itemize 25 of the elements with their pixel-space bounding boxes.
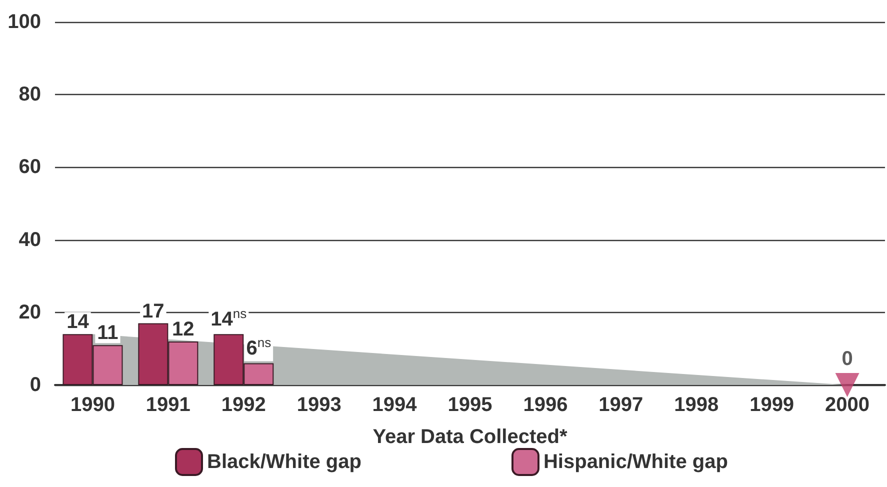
y-tick-label: 60 bbox=[18, 156, 41, 178]
x-tick-label: 1996 bbox=[523, 394, 568, 416]
legend-label: Black/White gap bbox=[207, 451, 362, 473]
legend-label: Hispanic/White gap bbox=[543, 451, 728, 473]
data-label: 11 bbox=[97, 322, 118, 344]
y-tick-label: 0 bbox=[30, 374, 41, 396]
x-tick-label: 1995 bbox=[448, 394, 492, 416]
data-label: 12 bbox=[172, 318, 194, 340]
x-axis-title: Year Data Collected* bbox=[372, 426, 568, 448]
x-tick-label: 2000 bbox=[825, 394, 870, 416]
data-label: 0 bbox=[842, 348, 853, 370]
x-tick-label: 1997 bbox=[598, 394, 644, 416]
y-tick-label: 40 bbox=[18, 228, 41, 251]
y-tick-label: 20 bbox=[18, 301, 41, 324]
x-tick-label: 1990 bbox=[70, 394, 115, 416]
y-tick-label: 80 bbox=[18, 84, 41, 106]
y-tick-label: 100 bbox=[8, 11, 41, 33]
x-tick-label: 1998 bbox=[674, 394, 719, 416]
data-label: 17 bbox=[142, 300, 164, 322]
x-tick-label: 1994 bbox=[372, 394, 418, 416]
x-tick-label: 1992 bbox=[221, 394, 266, 416]
x-tick-label: 1993 bbox=[296, 394, 342, 416]
x-tick-label: 1999 bbox=[750, 394, 794, 416]
data-label: 14 bbox=[66, 311, 90, 334]
x-tick-label: 1991 bbox=[146, 394, 190, 416]
